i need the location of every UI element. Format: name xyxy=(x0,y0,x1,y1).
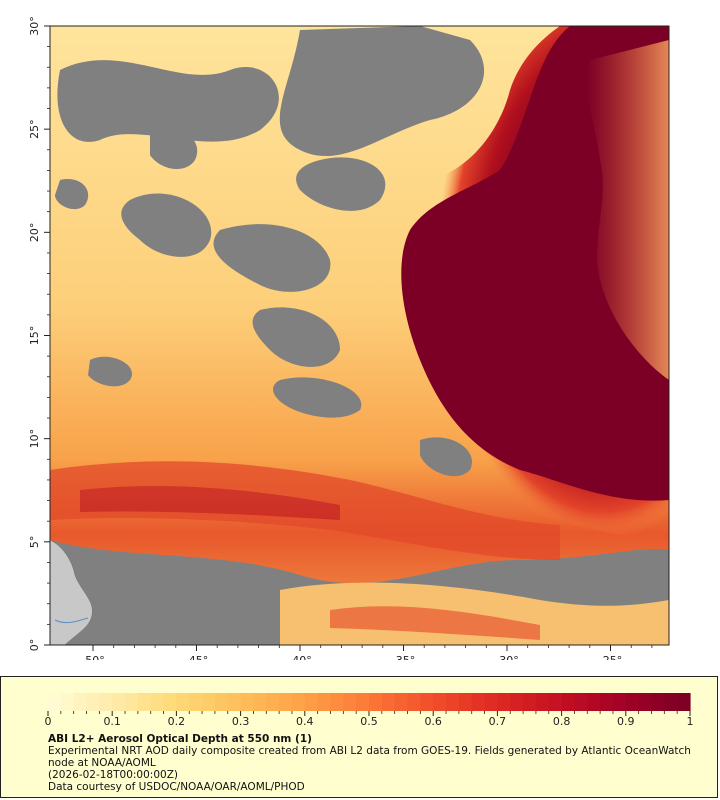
colorbar-swatch xyxy=(317,693,332,711)
lat-tick-label: 10° xyxy=(28,429,41,449)
eastern-haze xyxy=(586,40,669,380)
colorbar-swatch xyxy=(677,693,691,711)
colorbar-swatch xyxy=(381,693,396,711)
colorbar-swatch xyxy=(227,693,242,711)
colorbar-label: 1 xyxy=(687,715,694,727)
aod-map: -50° -45° -40° -35° -30° -25° 0° 5° 10° 15° 20° 25… xyxy=(28,16,670,660)
colorbar-swatch xyxy=(304,693,319,711)
colorbar-label: 0.3 xyxy=(232,715,250,727)
colorbar-swatch xyxy=(99,693,113,711)
colorbar-swatch xyxy=(253,693,267,711)
itcz-aerosol-band xyxy=(50,461,560,560)
colorbar-swatch xyxy=(137,693,152,711)
colorbar-swatch xyxy=(561,693,576,711)
colorbar-swatches xyxy=(48,693,691,711)
land-mass xyxy=(50,539,93,645)
legend-text: ABI L2+ Aerosol Optical Depth at 550 nm … xyxy=(48,733,698,793)
colorbar-swatch xyxy=(664,693,678,711)
colorbar-label: 0.5 xyxy=(360,715,378,727)
colorbar-label: 0.4 xyxy=(296,715,314,727)
colorbar-swatch xyxy=(548,693,563,711)
colorbar-swatch xyxy=(189,693,203,711)
legend-credit: Data courtesy of USDOC/NOAA/OAR/AOML/PHO… xyxy=(48,781,305,793)
colorbar-swatch xyxy=(86,693,100,711)
colorbar-swatch xyxy=(651,693,665,711)
colorbar-swatch xyxy=(73,693,88,711)
colorbar-swatch xyxy=(600,693,614,711)
colorbar-swatch xyxy=(574,693,588,711)
legend-timestamp: (2026-02-18T00:00:00Z) xyxy=(48,769,178,781)
colorbar-swatch xyxy=(125,693,139,711)
colorbar-label: 0.7 xyxy=(489,715,507,727)
colorbar-label: 0 xyxy=(45,715,52,727)
lon-tick-label: -30° xyxy=(495,654,518,660)
colorbar-label: 0.6 xyxy=(424,715,442,727)
lat-tick-label: 15° xyxy=(28,326,41,346)
lat-tick-label: 30° xyxy=(28,16,41,36)
colorbar-swatch xyxy=(638,693,653,711)
colorbar-swatch xyxy=(535,693,550,711)
legend-panel: 0 0.1 0.2 0.3 0.4 0.5 0.6 0.7 0.8 0.9 1 ABI L2+ Ae… xyxy=(0,676,718,798)
colorbar-swatch xyxy=(60,693,75,711)
colorbar-swatch xyxy=(214,693,229,711)
colorbar-swatch xyxy=(279,693,293,711)
lat-tick-label: 20° xyxy=(28,223,41,243)
colorbar-label: 0.9 xyxy=(617,715,635,727)
colorbar-swatch xyxy=(407,693,421,711)
colorbar-swatch xyxy=(369,693,383,711)
colorbar-swatch xyxy=(458,693,473,711)
lat-tick-label: 25° xyxy=(28,119,41,139)
colorbar-swatch xyxy=(48,693,62,711)
colorbar-swatch xyxy=(625,693,640,711)
colorbar-swatch xyxy=(510,693,524,711)
legend-title: ABI L2+ Aerosol Optical Depth at 550 nm … xyxy=(48,733,312,745)
colorbar-swatch xyxy=(394,693,409,711)
colorbar-swatch xyxy=(612,693,627,711)
colorbar-swatch xyxy=(433,693,447,711)
lon-tick-label: -35° xyxy=(392,654,415,660)
colorbar-swatch xyxy=(291,693,306,711)
colorbar-label: 0.8 xyxy=(553,715,571,727)
colorbar-swatch xyxy=(497,693,511,711)
colorbar-swatch xyxy=(266,693,280,711)
colorbar-swatch xyxy=(240,693,255,711)
colorbar-swatch xyxy=(420,693,434,711)
colorbar-swatch xyxy=(343,693,357,711)
longitude-axis: -50° -45° -40° -35° -30° -25° xyxy=(81,645,653,660)
colorbar-ticks xyxy=(47,711,691,716)
colorbar-swatch xyxy=(523,693,537,711)
lon-tick-label: -45° xyxy=(185,654,208,660)
southern-aerosol-strip xyxy=(280,582,669,645)
colorbar-labels: 0 0.1 0.2 0.3 0.4 0.5 0.6 0.7 0.8 0.9 1 xyxy=(45,715,694,727)
legend-description: Experimental NRT AOD daily composite cre… xyxy=(48,745,691,769)
colorbar-swatch xyxy=(446,693,460,711)
colorbar-swatch xyxy=(163,693,177,711)
colorbar-swatch xyxy=(150,693,165,711)
colorbar-swatch xyxy=(330,693,344,711)
colorbar: 0 0.1 0.2 0.3 0.4 0.5 0.6 0.7 0.8 0.9 1 xyxy=(45,693,694,727)
lon-tick-label: -25° xyxy=(599,654,622,660)
colorbar-swatch xyxy=(484,693,498,711)
colorbar-swatch xyxy=(356,693,370,711)
lon-tick-label: -50° xyxy=(81,654,104,660)
latitude-axis: 0° 5° 10° 15° 20° 25° 30° xyxy=(28,16,50,651)
river-line xyxy=(54,617,89,624)
lon-tick-label: -40° xyxy=(288,654,311,660)
colorbar-label: 0.2 xyxy=(168,715,186,727)
lat-tick-label: 5° xyxy=(28,536,41,549)
lat-tick-label: 0° xyxy=(28,639,41,652)
colorbar-swatch xyxy=(176,693,190,711)
colorbar-swatch xyxy=(202,693,216,711)
colorbar-swatch xyxy=(471,693,486,711)
colorbar-label: 0.1 xyxy=(103,715,121,727)
colorbar-swatch xyxy=(112,693,126,711)
colorbar-swatch xyxy=(587,693,601,711)
